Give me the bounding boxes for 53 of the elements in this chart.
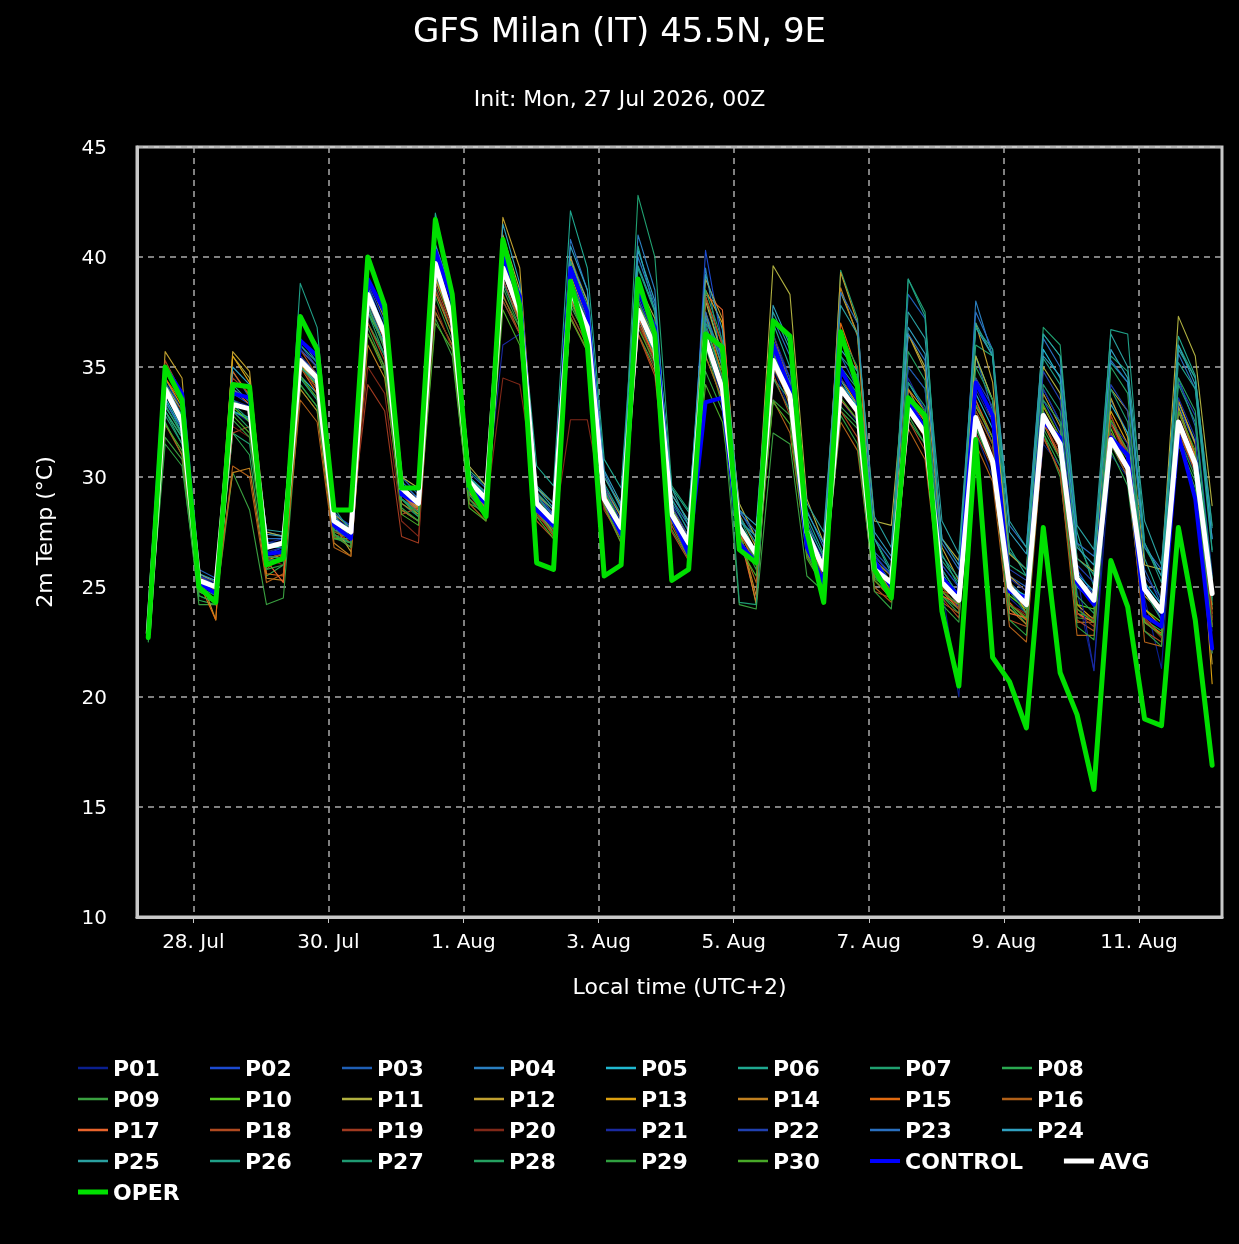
legend-label: P06 bbox=[773, 1055, 820, 1081]
legend-label: P04 bbox=[509, 1055, 556, 1081]
chart-title: GFS Milan (IT) 45.5N, 9E bbox=[412, 10, 827, 50]
legend-label: AVG bbox=[1098, 1148, 1150, 1174]
legend-label: P09 bbox=[113, 1086, 160, 1112]
x-tick-label: 5. Aug bbox=[701, 929, 766, 953]
legend-label: P07 bbox=[905, 1055, 952, 1081]
x-tick-label: 9. Aug bbox=[971, 929, 1037, 953]
x-tick-label: 1. Aug bbox=[431, 929, 496, 953]
y-tick-label: 15 bbox=[81, 795, 107, 819]
legend-label: P17 bbox=[113, 1117, 160, 1143]
y-tick-label: 10 bbox=[81, 905, 107, 929]
legend-label: P03 bbox=[377, 1055, 424, 1081]
legend-label: P21 bbox=[641, 1117, 688, 1143]
legend-label: P23 bbox=[905, 1117, 952, 1143]
legend-label: P27 bbox=[377, 1148, 424, 1174]
y-axis-title: 2m Temp (°C) bbox=[31, 456, 57, 608]
legend-label: P05 bbox=[641, 1055, 688, 1081]
legend-label: P20 bbox=[509, 1117, 556, 1143]
x-tick-label: 28. Jul bbox=[162, 929, 225, 953]
y-tick-label: 20 bbox=[81, 685, 107, 709]
legend-label: P25 bbox=[113, 1148, 160, 1174]
x-tick-label: 3. Aug bbox=[566, 929, 631, 953]
legend-label: P02 bbox=[245, 1055, 292, 1081]
legend-label: P15 bbox=[905, 1086, 952, 1112]
legend-label: P30 bbox=[773, 1148, 820, 1174]
legend-label: P28 bbox=[509, 1148, 556, 1174]
legend-label: P10 bbox=[245, 1086, 292, 1112]
x-axis-title: Local time (UTC+2) bbox=[572, 973, 787, 999]
legend-label: P11 bbox=[377, 1086, 424, 1112]
legend-label: P14 bbox=[773, 1086, 820, 1112]
legend-label: P13 bbox=[641, 1086, 688, 1112]
legend-label: P18 bbox=[245, 1117, 292, 1143]
x-tick-label: 7. Aug bbox=[836, 929, 902, 953]
legend-label: OPER bbox=[113, 1179, 180, 1205]
y-tick-label: 40 bbox=[81, 245, 107, 269]
y-tick-label: 45 bbox=[81, 135, 107, 159]
chart-subtitle: Init: Mon, 27 Jul 2026, 00Z bbox=[473, 85, 766, 111]
y-tick-label: 35 bbox=[81, 355, 107, 379]
x-tick-label: 11. Aug bbox=[1100, 929, 1178, 953]
legend-label: P12 bbox=[509, 1086, 556, 1112]
legend-label: P24 bbox=[1037, 1117, 1084, 1143]
y-tick-label: 30 bbox=[81, 465, 107, 489]
legend-label: P08 bbox=[1037, 1055, 1084, 1081]
legend-label: CONTROL bbox=[905, 1148, 1023, 1174]
legend-label: P22 bbox=[773, 1117, 820, 1143]
legend-label: P26 bbox=[245, 1148, 292, 1174]
legend-label: P01 bbox=[113, 1055, 160, 1081]
x-tick-label: 30. Jul bbox=[297, 929, 360, 953]
legend-label: P29 bbox=[641, 1148, 688, 1174]
legend-label: P16 bbox=[1037, 1086, 1084, 1112]
legend-label: P19 bbox=[377, 1117, 424, 1143]
y-tick-label: 25 bbox=[81, 575, 107, 599]
